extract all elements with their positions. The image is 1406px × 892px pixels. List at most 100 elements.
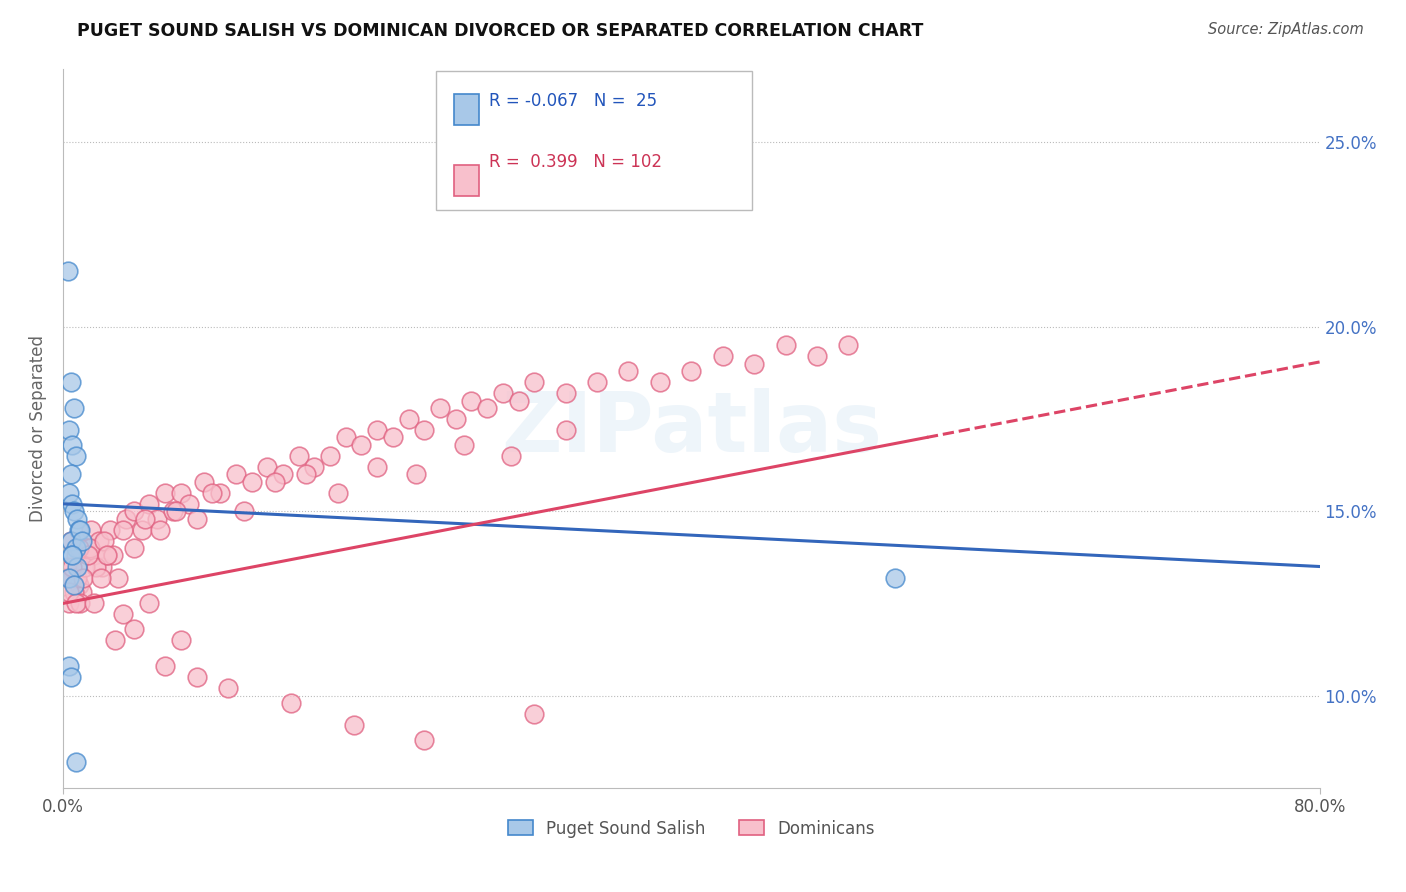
Point bbox=[153, 485, 176, 500]
Point bbox=[134, 511, 156, 525]
Point bbox=[65, 541, 87, 555]
Point bbox=[67, 541, 90, 555]
Point bbox=[460, 393, 482, 408]
Point bbox=[170, 633, 193, 648]
Point bbox=[67, 578, 90, 592]
Point bbox=[398, 412, 420, 426]
Point bbox=[681, 364, 703, 378]
Point bbox=[240, 475, 263, 489]
Point bbox=[62, 549, 84, 563]
Point bbox=[62, 497, 84, 511]
Point bbox=[69, 596, 91, 610]
Point bbox=[381, 430, 404, 444]
Point bbox=[107, 571, 129, 585]
Point bbox=[209, 485, 232, 500]
Point bbox=[59, 467, 82, 482]
Point bbox=[58, 423, 80, 437]
Point bbox=[58, 585, 80, 599]
Point bbox=[104, 633, 127, 648]
Point bbox=[413, 732, 436, 747]
Point bbox=[837, 338, 859, 352]
Point bbox=[256, 459, 278, 474]
Point bbox=[554, 423, 576, 437]
Point bbox=[225, 467, 247, 482]
Point bbox=[366, 423, 388, 437]
Point bbox=[586, 375, 609, 389]
Point bbox=[492, 386, 515, 401]
Point bbox=[115, 511, 138, 525]
Point bbox=[122, 541, 145, 555]
Point bbox=[806, 349, 828, 363]
Point bbox=[186, 511, 208, 525]
Point bbox=[405, 467, 427, 482]
Y-axis label: Divorced or Separated: Divorced or Separated bbox=[30, 334, 46, 522]
Point bbox=[59, 375, 82, 389]
Point bbox=[66, 511, 89, 525]
Point bbox=[326, 485, 349, 500]
Point bbox=[264, 475, 287, 489]
Point bbox=[65, 549, 87, 563]
Point bbox=[499, 449, 522, 463]
Point bbox=[201, 485, 224, 500]
Text: ZIPatlas: ZIPatlas bbox=[501, 388, 882, 468]
Point bbox=[59, 533, 82, 548]
Point bbox=[742, 357, 765, 371]
Point bbox=[65, 755, 87, 769]
Point bbox=[186, 670, 208, 684]
Point bbox=[96, 549, 118, 563]
Legend: Puget Sound Salish, Dominicans: Puget Sound Salish, Dominicans bbox=[501, 813, 882, 844]
Point bbox=[138, 497, 160, 511]
Point bbox=[62, 559, 84, 574]
Point bbox=[59, 670, 82, 684]
Point bbox=[617, 364, 640, 378]
Point bbox=[62, 571, 84, 585]
Text: R = -0.067   N =  25: R = -0.067 N = 25 bbox=[489, 92, 658, 110]
Point bbox=[319, 449, 342, 463]
Point bbox=[58, 571, 80, 585]
Point bbox=[523, 707, 546, 722]
Point bbox=[63, 578, 86, 592]
Point bbox=[193, 475, 215, 489]
Point bbox=[79, 541, 101, 555]
Point bbox=[93, 533, 115, 548]
Point bbox=[165, 504, 187, 518]
Point bbox=[89, 533, 111, 548]
Point bbox=[138, 596, 160, 610]
Point bbox=[63, 401, 86, 415]
Point bbox=[295, 467, 318, 482]
Point bbox=[711, 349, 734, 363]
Point bbox=[475, 401, 498, 415]
Point bbox=[58, 659, 80, 673]
Point bbox=[58, 485, 80, 500]
Point bbox=[366, 459, 388, 474]
Point bbox=[58, 596, 80, 610]
Point bbox=[84, 559, 107, 574]
Point bbox=[83, 596, 105, 610]
Point bbox=[96, 549, 118, 563]
Point bbox=[55, 571, 77, 585]
Point bbox=[271, 467, 294, 482]
Point bbox=[508, 393, 530, 408]
Point bbox=[65, 596, 87, 610]
Point bbox=[72, 571, 94, 585]
Point bbox=[350, 438, 373, 452]
Point bbox=[63, 585, 86, 599]
Point bbox=[153, 659, 176, 673]
Point bbox=[66, 559, 89, 574]
Point bbox=[304, 459, 326, 474]
Point bbox=[217, 681, 239, 696]
Point bbox=[98, 523, 121, 537]
Point bbox=[63, 504, 86, 518]
Point bbox=[335, 430, 357, 444]
Point bbox=[554, 386, 576, 401]
Point bbox=[131, 523, 153, 537]
Point bbox=[149, 523, 172, 537]
Point bbox=[73, 559, 96, 574]
Point bbox=[90, 571, 112, 585]
Point bbox=[162, 504, 184, 518]
Text: Source: ZipAtlas.com: Source: ZipAtlas.com bbox=[1208, 22, 1364, 37]
Point bbox=[648, 375, 671, 389]
Point bbox=[59, 533, 82, 548]
Text: R =  0.399   N = 102: R = 0.399 N = 102 bbox=[489, 153, 662, 171]
Point bbox=[77, 549, 100, 563]
